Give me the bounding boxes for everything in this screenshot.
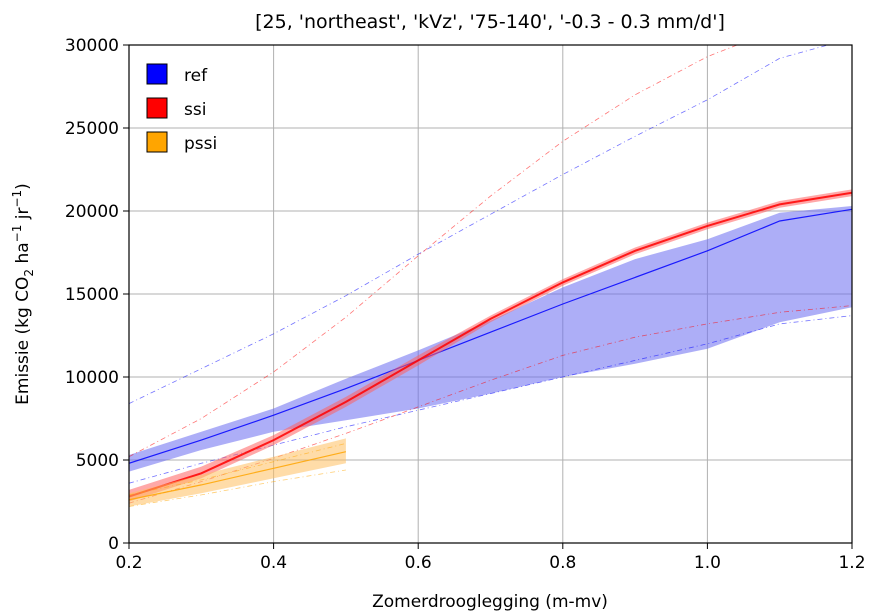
legend-label-ref: ref bbox=[184, 66, 208, 86]
band-pssi bbox=[129, 438, 346, 507]
x-tick-label-0: 0.2 bbox=[115, 553, 142, 573]
dashed-lower-pssi bbox=[129, 469, 346, 507]
dashed-upper-ref bbox=[129, 45, 830, 404]
x-tick-label-2: 0.6 bbox=[405, 553, 432, 573]
x-tick-label-1: 0.4 bbox=[260, 553, 287, 573]
y-tick-label-6: 30000 bbox=[65, 36, 119, 56]
y-tick-label-4: 20000 bbox=[65, 202, 119, 222]
legend-label-pssi: pssi bbox=[184, 134, 217, 154]
x-tick-label-4: 1.0 bbox=[694, 553, 721, 573]
line-ssi bbox=[129, 191, 852, 498]
legend: ref ssi pssi bbox=[146, 63, 217, 154]
x-axis: 0.2 0.4 0.6 0.8 1.0 1.2 bbox=[115, 543, 866, 573]
legend-swatch-ref bbox=[146, 63, 168, 85]
y-axis-label: Emissie (kg CO2 ha−1 jr−1) bbox=[10, 183, 36, 405]
y-tick-label-3: 15000 bbox=[65, 285, 119, 305]
legend-swatch-pssi bbox=[146, 131, 168, 153]
y-tick-label-0: 0 bbox=[108, 534, 119, 554]
y-tick-label-2: 10000 bbox=[65, 368, 119, 388]
legend-label-ssi: ssi bbox=[184, 100, 206, 120]
dashed-upper-pssi bbox=[129, 443, 346, 496]
plot-area bbox=[129, 45, 852, 507]
y-tick-label-1: 5000 bbox=[76, 451, 119, 471]
x-axis-label: Zomerdrooglegging (m-mv) bbox=[372, 592, 608, 612]
dashed-upper-ssi bbox=[129, 45, 739, 458]
band-ssi bbox=[129, 189, 852, 502]
line-ref bbox=[129, 208, 852, 464]
line-pssi bbox=[129, 451, 347, 501]
chart-title: [25, 'northeast', 'kVz', '75-140', '-0.3… bbox=[255, 11, 725, 33]
x-tick-label-3: 0.8 bbox=[549, 553, 576, 573]
x-tick-label-5: 1.2 bbox=[838, 553, 865, 573]
y-tick-label-5: 25000 bbox=[65, 119, 119, 139]
y-axis: 0 5000 10000 15000 20000 25000 30000 bbox=[65, 36, 129, 554]
band-ref bbox=[129, 206, 852, 472]
legend-swatch-ssi bbox=[146, 97, 168, 119]
